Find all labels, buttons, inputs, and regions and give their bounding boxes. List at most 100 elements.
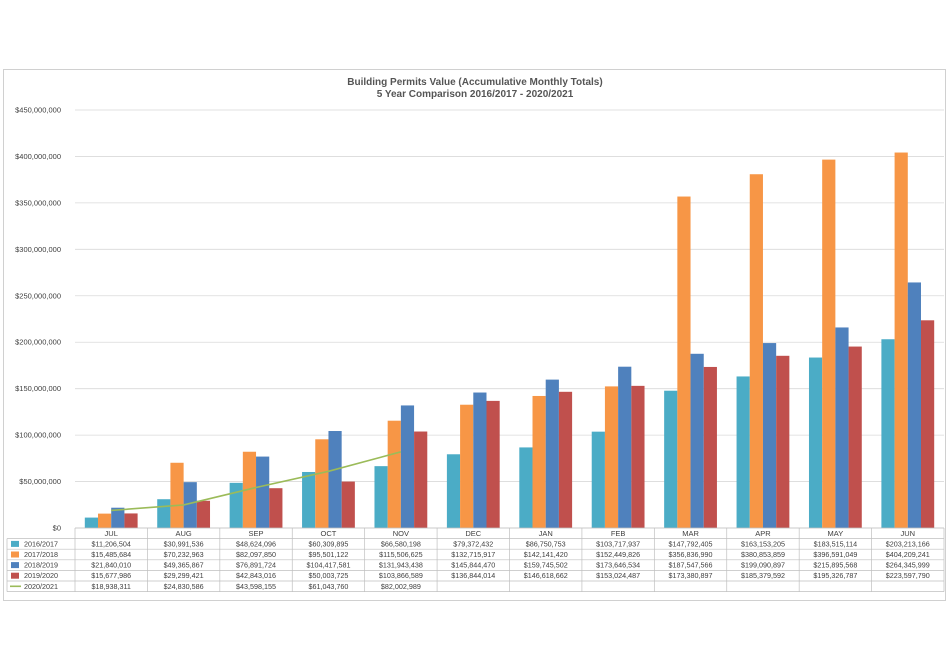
y-tick-label: $450,000,000 [15,106,61,115]
bar-2017/2018-JUN [894,152,908,528]
bar-2018/2019-AUG [183,482,197,528]
legend-label: 2018/2019 [24,561,58,570]
data-label: $82,097,850 [236,550,276,559]
data-label: $147,792,405 [669,539,713,548]
data-label: $195,326,787 [813,571,857,580]
bar-2018/2019-JAN [545,379,559,528]
bar-2019/2020-DEC [486,400,500,528]
bar-2016/2017-JAN [519,447,533,528]
bar-2018/2019-SEP [256,456,270,528]
chart-subtitle: 5 Year Comparison 2016/2017 - 2020/2021 [377,89,574,100]
data-label: $159,745,502 [524,561,568,570]
bar-2018/2019-OCT [328,431,342,528]
data-label: $215,895,568 [813,561,857,570]
data-label: $380,853,859 [741,550,785,559]
bar-2019/2020-APR [776,355,790,528]
x-tick-label: APR [755,529,771,538]
gridlines [75,109,944,529]
legend-key-2018/2019 [11,562,19,569]
y-tick-label: $350,000,000 [15,198,61,207]
data-label: $173,380,897 [669,571,713,580]
bar-2019/2020-AUG [196,500,211,528]
data-label: $185,379,592 [741,571,785,580]
legend-key-2019/2020 [11,572,19,579]
y-tick-label: $400,000,000 [15,152,61,161]
bar-2018/2019-FEB [618,366,632,528]
bar-2017/2018-DEC [460,404,474,528]
bar-2016/2017-FEB [591,431,605,528]
data-label: $132,715,917 [451,550,495,559]
data-label: $24,830,586 [164,582,204,591]
bar-2019/2020-MAR [703,366,717,528]
bar-2016/2017-OCT [302,471,316,528]
bar-2019/2020-SEP [269,488,283,528]
bar-2019/2020-JUL [124,513,138,528]
bar-2018/2019-NOV [400,405,415,528]
data-label: $48,624,096 [236,539,276,548]
y-tick-label: $50,000,000 [19,477,61,486]
data-label: $136,844,014 [451,571,495,580]
data-label: $187,547,566 [669,561,713,570]
bar-chart: Building Permits Value (Accumulative Mon… [6,77,945,592]
x-tick-label: MAY [828,529,844,538]
data-label: $60,309,895 [308,539,348,548]
data-label: $15,485,684 [91,550,131,559]
data-label: $43,598,155 [236,582,276,591]
bar-2018/2019-JUL [111,507,125,528]
data-label: $11,206,504 [91,539,130,548]
data-label: $82,002,989 [381,582,421,591]
data-label: $15,677,986 [91,571,131,580]
x-tick-label: OCT [321,529,337,538]
data-label: $42,843,016 [236,571,276,580]
x-tick-label: JAN [539,529,553,538]
bars [84,152,935,529]
data-label: $153,024,487 [596,571,640,580]
data-label: $131,943,438 [379,561,423,570]
legend-label: 2019/2020 [24,571,58,580]
x-tick-label: JUN [900,529,915,538]
bar-2017/2018-JUL [98,513,112,528]
data-table: JUL AUG SEP OCT NOV DEC JAN FEB MAR APR MAY JUN 2016… [6,527,945,592]
data-label: $70,232,963 [164,550,204,559]
data-label: $61,043,760 [308,582,348,591]
bar-2017/2018-MAR [677,196,691,528]
bar-2017/2018-AUG [170,462,184,528]
y-axis: $0 $50,000,000 $100,000,000 $150,000,000 $20… [15,106,61,533]
bar-2016/2017-DEC [446,454,461,528]
data-label: $95,501,122 [308,550,348,559]
data-label: $173,646,534 [596,561,640,570]
y-tick-label: $0 [53,524,61,533]
data-label: $49,365,867 [164,561,204,570]
data-label: $396,591,049 [813,550,857,559]
y-tick-label: $200,000,000 [15,338,61,347]
data-label: $115,506,625 [379,550,422,559]
x-tick-label: NOV [393,529,409,538]
bar-2018/2019-DEC [473,392,487,528]
data-label: $18,938,311 [91,582,130,591]
bar-2019/2020-JUN [920,320,935,528]
bar-2019/2020-FEB [631,385,645,528]
bar-2019/2020-JAN [558,391,573,528]
data-label: $50,003,725 [308,571,348,580]
bar-2019/2020-OCT [341,481,355,528]
data-label: $79,372,432 [453,539,493,548]
bar-2017/2018-JAN [532,395,546,528]
bar-2016/2017-SEP [229,482,243,528]
data-label: $223,597,790 [886,571,930,580]
x-tick-label: SEP [249,529,264,538]
data-label: $103,717,937 [596,539,640,548]
chart-frame: Building Permits Value (Accumulative Mon… [3,69,946,601]
bar-2017/2018-OCT [315,439,329,528]
legend-label: 2020/2021 [24,582,58,591]
data-label: $264,345,999 [886,561,930,570]
line-series [111,451,402,512]
bar-2018/2019-APR [762,343,777,528]
bar-2016/2017-JUL [84,517,99,528]
line-2020/2021 [111,451,402,512]
data-label: $145,844,470 [451,561,495,570]
legend-label: 2017/2018 [24,550,58,559]
data-label: $142,141,420 [524,550,568,559]
bar-2017/2018-APR [749,174,763,529]
data-label: $76,891,724 [236,561,276,570]
bar-2016/2017-AUG [157,499,171,528]
